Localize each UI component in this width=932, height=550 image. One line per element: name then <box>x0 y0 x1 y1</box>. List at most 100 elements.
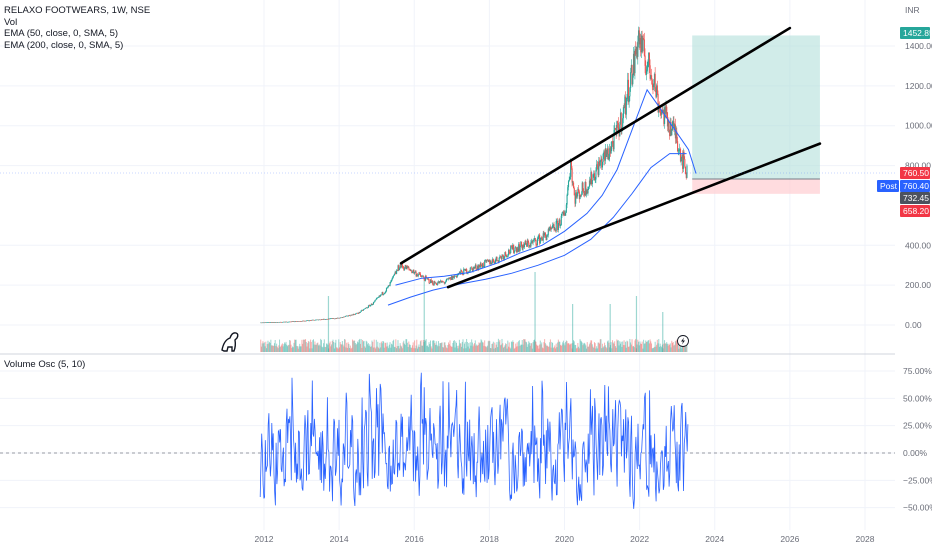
volume-bar <box>453 340 455 352</box>
loss-zone[interactable] <box>692 179 820 194</box>
oscillator-axis[interactable]: −50.00% −25.00% 0.00% 25.00% 50.00% 75.00% <box>903 366 932 513</box>
volume-bar <box>338 347 340 352</box>
candle-body <box>452 275 454 280</box>
volume-bar <box>390 343 392 352</box>
volume-bar <box>274 340 276 352</box>
volume-bar <box>590 340 592 352</box>
volume-bar <box>410 347 412 352</box>
candle-body <box>553 224 555 230</box>
volume-bar <box>297 348 299 352</box>
lightning-icon[interactable] <box>677 335 689 347</box>
volume-bar <box>391 344 393 352</box>
candle-body <box>684 166 687 174</box>
oscillator-label[interactable]: Volume Osc (5, 10) <box>4 359 86 370</box>
volume-bar <box>445 345 447 352</box>
volume-bar <box>318 344 320 352</box>
volume-bar <box>429 344 431 352</box>
volume-bar <box>678 348 680 352</box>
volume-bar <box>471 339 473 352</box>
volume-bar <box>336 347 338 352</box>
candle-body <box>314 319 316 321</box>
volume-bar <box>658 346 660 352</box>
symbol-title[interactable]: RELAXO FOOTWEARS, 1W, NSE <box>4 5 151 16</box>
volume-bar <box>593 347 595 352</box>
volume-bar <box>652 348 654 352</box>
lower-trendline[interactable] <box>446 142 822 289</box>
candle-body <box>644 55 646 66</box>
volume-bar <box>665 343 667 352</box>
price-axis[interactable]: 0.00 200.00 400.00 800.00 1000.00 1200.00 1400… <box>905 41 932 330</box>
candle-body <box>665 106 667 114</box>
ema-50-label[interactable]: EMA (50, close, 0, SMA, 5) <box>4 28 119 39</box>
candle-body <box>332 318 334 319</box>
volume-bar <box>469 342 471 352</box>
candle-body <box>483 266 485 268</box>
trendlines[interactable] <box>399 26 822 289</box>
volume-bar <box>286 346 288 352</box>
volume-bar <box>421 345 423 352</box>
candle-body <box>364 308 366 310</box>
candle-body <box>567 187 569 196</box>
candle-body <box>625 98 627 115</box>
candle-body <box>448 278 450 280</box>
volume-bar <box>650 341 652 352</box>
candle-body <box>641 35 643 52</box>
volume-bar <box>624 345 626 352</box>
candle-body <box>647 61 649 67</box>
candle-body <box>463 268 465 275</box>
volume-bar <box>342 344 344 352</box>
candle-body <box>269 322 271 323</box>
candle-body <box>535 239 537 245</box>
volume-bar <box>294 339 296 352</box>
volume-bar <box>530 343 532 352</box>
volume-bar <box>513 342 515 352</box>
volume-bar <box>328 343 330 352</box>
candle-body <box>294 321 297 322</box>
volume-bar <box>308 341 310 352</box>
candle-body <box>398 268 401 270</box>
volume-bar <box>570 343 572 352</box>
volume-bar <box>576 347 578 352</box>
upper-trendline[interactable] <box>399 26 792 265</box>
candle-body <box>582 182 584 192</box>
volume-bar <box>328 348 330 352</box>
candle-body <box>281 322 283 323</box>
volume-bar <box>455 341 457 352</box>
candle-body <box>297 321 299 322</box>
volume-bar <box>383 341 385 352</box>
volume-bar <box>315 344 317 352</box>
candle-body <box>382 292 384 295</box>
candle-body <box>271 322 273 323</box>
candle-body <box>356 312 358 314</box>
position-zones[interactable] <box>692 35 820 194</box>
candle-body <box>385 287 388 292</box>
candle-body <box>676 131 678 142</box>
volume-bar <box>271 345 273 352</box>
osc-tick-label: −25.00% <box>903 475 932 485</box>
candle-body <box>526 243 528 247</box>
volume-bar <box>433 340 435 352</box>
candle-body <box>581 182 583 195</box>
candle-body <box>554 229 556 231</box>
volume-bar <box>450 345 452 352</box>
volume-bar <box>583 343 585 352</box>
volume-bar <box>330 346 332 352</box>
candle-body <box>346 315 349 317</box>
candle-body <box>278 322 280 323</box>
candle-body <box>658 107 660 113</box>
volume-bar <box>374 347 376 352</box>
ema-200-label[interactable]: EMA (200, close, 0, SMA, 5) <box>4 39 124 51</box>
candle-body <box>614 127 617 130</box>
vol-label[interactable]: Vol <box>4 16 18 28</box>
time-axis[interactable]: 2012 2014 2016 2018 2020 2022 2024 2026 2028 <box>255 534 875 544</box>
candle-body <box>263 322 265 324</box>
volume-bar <box>444 342 446 352</box>
candle-body <box>613 130 615 150</box>
volume-bar <box>480 339 482 352</box>
candle-body <box>352 314 354 316</box>
candle-body <box>275 322 277 323</box>
profit-zone[interactable] <box>692 35 820 180</box>
candle-body <box>600 158 602 162</box>
volume-bar <box>630 344 632 352</box>
